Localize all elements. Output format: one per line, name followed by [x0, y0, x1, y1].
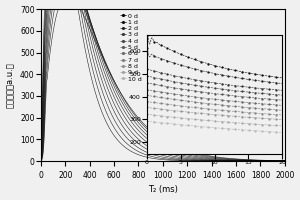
- X-axis label: T₂ (ms): T₂ (ms): [148, 185, 178, 194]
- Y-axis label: 信号强度（a.u.）: 信号强度（a.u.）: [6, 62, 15, 108]
- Legend: 0 d, 1 d, 2 d, 3 d, 4 d, 5 d, 6 d, 7 d, 8 d, 9 d, 10 d: 0 d, 1 d, 2 d, 3 d, 4 d, 5 d, 6 d, 7 d, …: [117, 11, 145, 84]
